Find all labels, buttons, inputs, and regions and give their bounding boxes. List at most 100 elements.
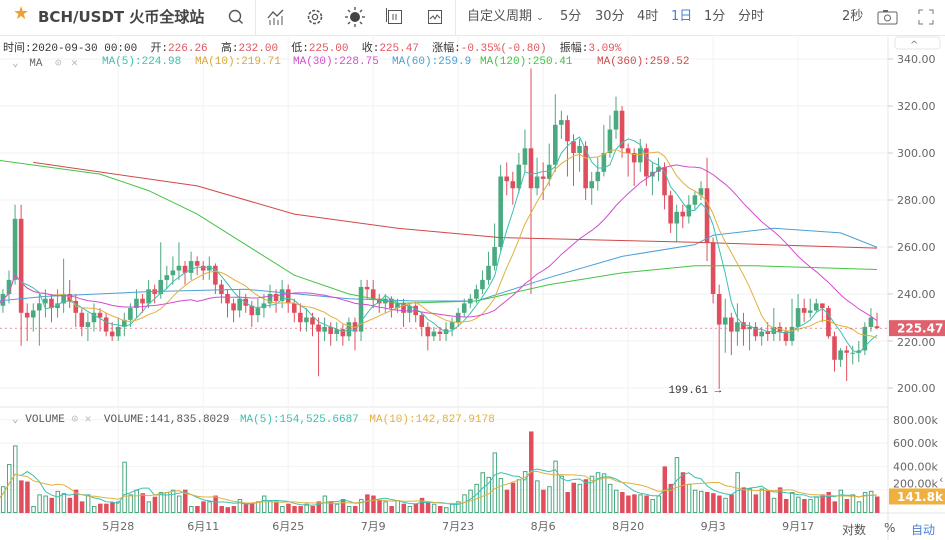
candle bbox=[164, 265, 170, 290]
period-4h[interactable]: 4时 bbox=[637, 9, 659, 24]
candle bbox=[552, 94, 558, 172]
candle bbox=[722, 298, 728, 353]
period-1d[interactable]: 1日 bbox=[671, 9, 693, 24]
volume-bar bbox=[498, 478, 504, 513]
volume-bar bbox=[170, 489, 176, 514]
volume-close-icon[interactable]: ✕ bbox=[84, 414, 92, 426]
volume-bar bbox=[73, 489, 79, 513]
candle bbox=[225, 289, 230, 318]
candle bbox=[18, 204, 24, 346]
candle bbox=[219, 279, 224, 304]
candle bbox=[431, 326, 437, 341]
volume-bar bbox=[862, 492, 868, 513]
divider bbox=[255, 0, 256, 36]
volume-bar bbox=[213, 495, 218, 513]
candle-body bbox=[30, 310, 36, 318]
volume-bar bbox=[274, 501, 279, 513]
volume-bar bbox=[571, 482, 576, 513]
change-value: -0.35%(-0.80) bbox=[460, 43, 547, 55]
volume-bar bbox=[547, 486, 552, 513]
chart-type-icon[interactable] bbox=[426, 8, 444, 26]
volume-bar bbox=[176, 495, 182, 513]
candle bbox=[680, 204, 686, 229]
volume-bar bbox=[237, 499, 243, 513]
fullscreen-icon[interactable] bbox=[918, 9, 934, 25]
candle bbox=[91, 303, 97, 332]
auto-scale-toggle[interactable]: 自动 bbox=[911, 523, 936, 537]
volume-bar bbox=[535, 480, 540, 514]
candle-body bbox=[188, 261, 194, 273]
volume-bar bbox=[620, 492, 625, 513]
volume-bar bbox=[322, 495, 328, 513]
collapse-icon[interactable]: ⌄ bbox=[12, 58, 19, 70]
volume-bar bbox=[668, 483, 674, 513]
indicator-icon[interactable] bbox=[267, 8, 285, 26]
candle bbox=[820, 303, 825, 323]
candle-body bbox=[285, 289, 291, 304]
layout-icon[interactable] bbox=[386, 8, 404, 26]
candle bbox=[298, 303, 303, 332]
candle bbox=[498, 164, 503, 252]
theme-icon[interactable] bbox=[345, 7, 365, 27]
candle-body bbox=[243, 298, 249, 306]
ma360-line bbox=[33, 161, 878, 249]
log-scale-toggle[interactable]: 对数 bbox=[842, 523, 867, 537]
volume-bar bbox=[19, 480, 24, 513]
volume-bar bbox=[717, 495, 722, 513]
scroll-up-button[interactable]: ^ bbox=[910, 40, 919, 51]
candle bbox=[862, 322, 868, 356]
volume-bar bbox=[152, 496, 158, 513]
candle bbox=[783, 326, 789, 346]
period-5min[interactable]: 5分 bbox=[560, 9, 582, 24]
star-icon[interactable]: ★ bbox=[13, 3, 30, 24]
candle-body bbox=[237, 298, 242, 311]
period-30min[interactable]: 30分 bbox=[595, 9, 625, 24]
candle bbox=[200, 261, 206, 280]
volume-bar bbox=[753, 494, 759, 513]
candle-body bbox=[522, 148, 528, 165]
candle-body bbox=[759, 331, 764, 337]
volume-bar bbox=[158, 492, 164, 513]
candle-body bbox=[97, 312, 103, 318]
ma120-line bbox=[0, 159, 878, 304]
x-tick-label: 8月20 bbox=[612, 520, 644, 533]
volume-bar bbox=[638, 494, 643, 513]
x-tick-label: 5月28 bbox=[102, 520, 134, 533]
collapse-icon[interactable]: ⌄ bbox=[12, 414, 19, 426]
refresh-interval[interactable]: 2秒 bbox=[842, 9, 864, 24]
ma60-value: MA(60):259.9 bbox=[392, 56, 472, 68]
candle-body bbox=[868, 317, 874, 327]
candle bbox=[559, 110, 564, 139]
candle bbox=[37, 294, 42, 346]
candle-body bbox=[389, 298, 394, 309]
y-tick-label: 320.00 bbox=[897, 100, 936, 113]
camera-icon[interactable] bbox=[877, 9, 898, 25]
search-icon[interactable] bbox=[228, 9, 244, 25]
candle-body bbox=[164, 275, 170, 280]
volume-bar bbox=[838, 489, 844, 514]
volume-bar bbox=[140, 493, 146, 513]
volume-bar bbox=[783, 499, 789, 513]
period-timeline[interactable]: 分时 bbox=[738, 9, 765, 24]
candle bbox=[425, 322, 431, 351]
volume-bar bbox=[771, 497, 777, 514]
custom-period-dropdown[interactable]: 自定义周期 ⌄ bbox=[467, 8, 544, 27]
candle bbox=[474, 284, 479, 304]
candle-body bbox=[474, 289, 479, 299]
candle bbox=[480, 270, 485, 294]
settings-icon[interactable] bbox=[306, 8, 324, 26]
candle bbox=[577, 138, 582, 172]
volume-settings-icon[interactable]: ⊙ bbox=[71, 414, 79, 426]
volume-bar bbox=[346, 506, 352, 514]
candle bbox=[285, 284, 291, 313]
candle-body bbox=[358, 286, 364, 332]
period-1min[interactable]: 1分 bbox=[704, 9, 726, 24]
candle-body bbox=[729, 317, 734, 332]
candle bbox=[158, 242, 164, 299]
percent-scale-toggle[interactable]: % bbox=[884, 521, 896, 535]
collapse-axis-icon[interactable]: ‹ bbox=[939, 473, 944, 486]
candle bbox=[55, 289, 60, 318]
ma-close-icon[interactable]: ✕ bbox=[71, 58, 78, 70]
ma-settings-icon[interactable]: ⊙ bbox=[55, 58, 62, 70]
